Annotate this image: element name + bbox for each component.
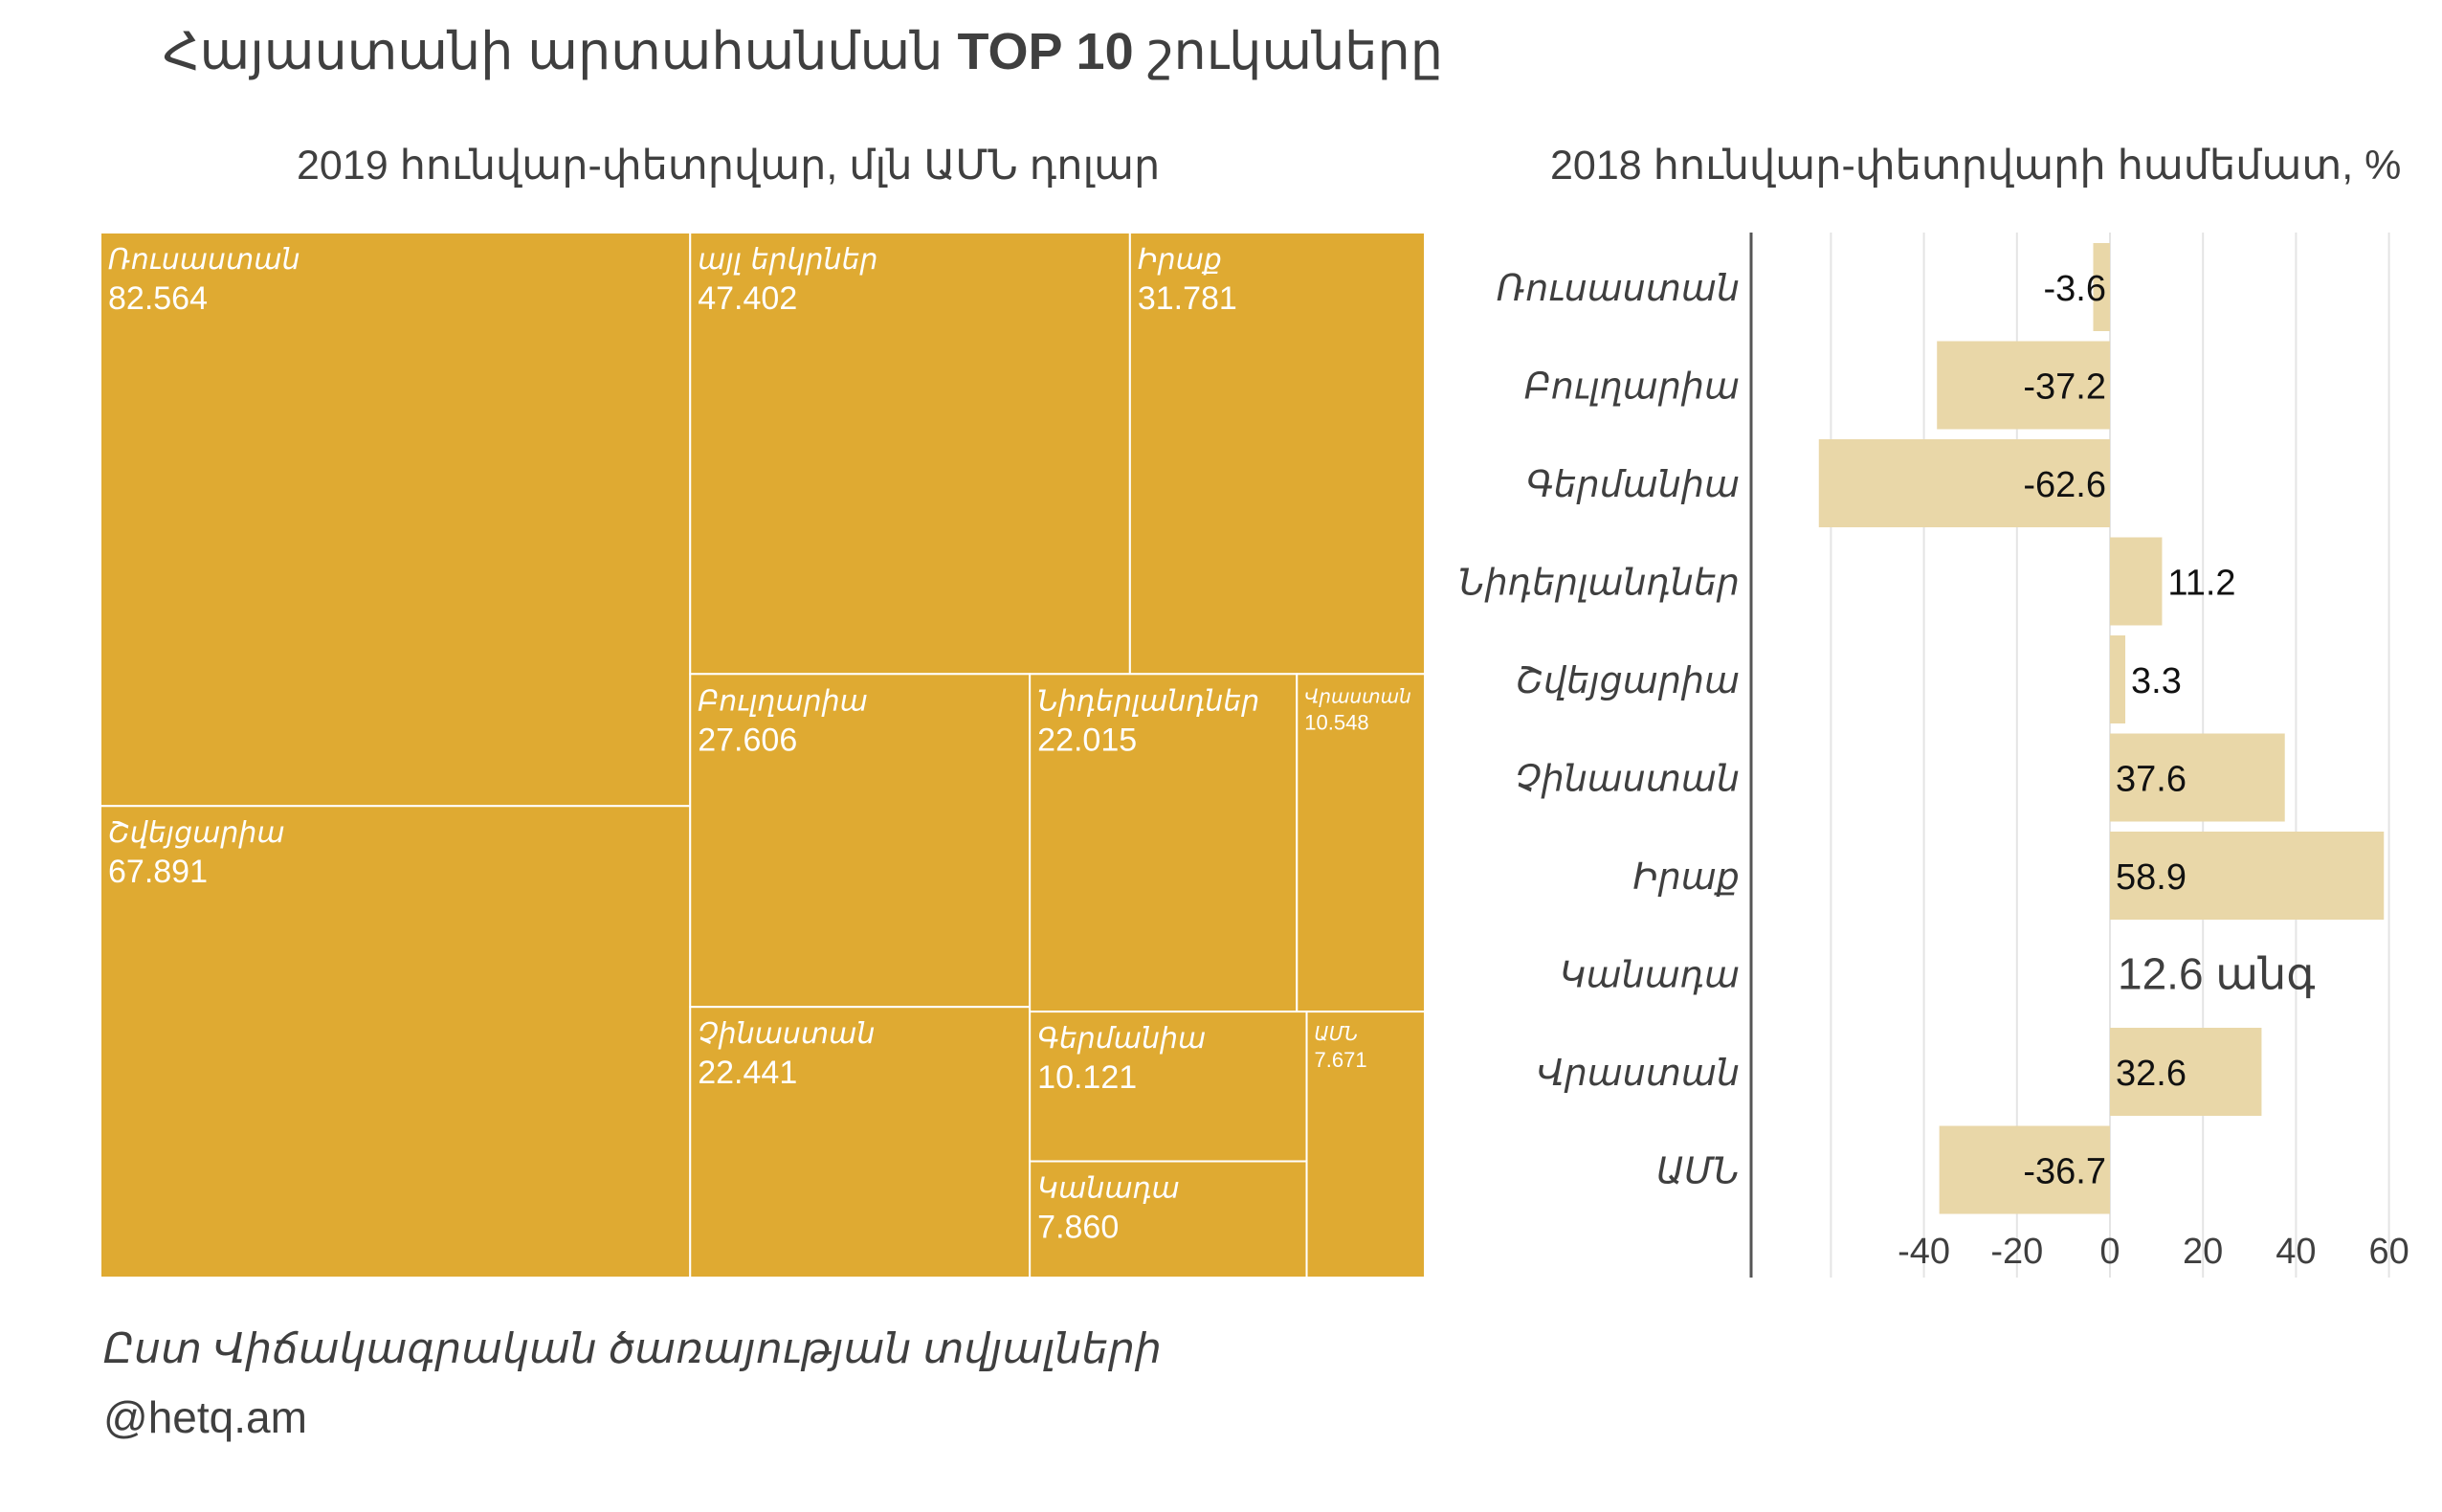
treemap-rect bbox=[689, 673, 1032, 1009]
bar-row-5: Չինաստան 37.6 bbox=[1516, 733, 2285, 822]
bar-chart-subtitle: 2018 հունվար-փետրվարի համեմատ, % bbox=[1550, 143, 2402, 189]
treemap-value: 22.015 bbox=[1037, 722, 1137, 758]
treemap-cell-9: Կանադա 7.860 bbox=[1029, 1160, 1308, 1279]
treemap-label: Վրաստան bbox=[1304, 684, 1411, 707]
value-label: 11.2 bbox=[2167, 564, 2235, 604]
treemap-subtitle: 2019 հունվար-փետրվար, մլն ԱՄՆ դոլար bbox=[297, 143, 1161, 189]
bar bbox=[1937, 341, 2110, 430]
value-label: 37.6 bbox=[2116, 760, 2187, 800]
treemap-rect bbox=[1128, 232, 1426, 676]
bar bbox=[2110, 537, 2163, 626]
treemap-value: 10.548 bbox=[1304, 710, 1368, 734]
treemap-cell-6: Նիդերլանդներ 22.015 bbox=[1029, 673, 1299, 1013]
bar bbox=[2110, 635, 2126, 723]
special-value-label: 12.6 անգ bbox=[2118, 949, 2316, 999]
title-prefix: Հայաստանի արտահանման bbox=[163, 23, 944, 80]
treemap-value: 22.441 bbox=[698, 1055, 797, 1091]
treemap-label: Գերմանիա bbox=[1037, 1022, 1206, 1056]
treemap-rect bbox=[1029, 1011, 1308, 1163]
x-tick-label: 60 bbox=[2368, 1232, 2409, 1272]
treemap-label: Կանադա bbox=[1037, 1172, 1180, 1206]
bar-row-9: ԱՄՆ -36.7 bbox=[1656, 1125, 2110, 1214]
x-tick-label: 0 bbox=[2099, 1232, 2120, 1272]
category-label: Նիդերլանդներ bbox=[1458, 562, 1740, 604]
x-tick-label: 20 bbox=[2183, 1232, 2223, 1272]
treemap-label: Նիդերլանդներ bbox=[1037, 684, 1259, 718]
treemap-rect bbox=[1305, 1011, 1426, 1279]
treemap-value: 82.564 bbox=[108, 280, 208, 317]
treemap-cell-1: Շվեյցարիա 67.891 bbox=[100, 805, 692, 1279]
bar bbox=[1939, 1125, 2110, 1214]
category-label: Վրաստան bbox=[1537, 1052, 1740, 1094]
treemap-rect bbox=[1296, 673, 1426, 1013]
value-label: 58.9 bbox=[2116, 857, 2187, 898]
treemap-cell-10: ԱՄՆ 7.671 bbox=[1305, 1011, 1426, 1279]
treemap-rect bbox=[100, 232, 692, 808]
category-label: Իրաք bbox=[1632, 856, 1740, 898]
treemap-value: 67.891 bbox=[108, 854, 208, 890]
treemap-value: 47.402 bbox=[698, 280, 797, 317]
value-label: 32.6 bbox=[2116, 1054, 2187, 1094]
bar-row-8: Վրաստան 32.6 bbox=[1537, 1028, 2262, 1116]
bar-row-7: Կանադա 12.6 անգ bbox=[1560, 949, 2316, 999]
treemap-rect bbox=[689, 232, 1131, 676]
value-label: -36.7 bbox=[2023, 1152, 2106, 1192]
category-label: Գերմանիա bbox=[1526, 463, 1740, 505]
bar-row-2: Գերմանիա -62.6 bbox=[1526, 439, 2110, 527]
treemap-label: Բուլղարիա bbox=[698, 684, 868, 718]
category-label: Կանադա bbox=[1560, 954, 1740, 996]
x-tick-label: -40 bbox=[1898, 1232, 1950, 1272]
value-label: 3.3 bbox=[2131, 661, 2182, 701]
treemap-value: 27.606 bbox=[698, 722, 797, 758]
value-label: -62.6 bbox=[2023, 465, 2106, 505]
bar bbox=[2110, 733, 2285, 822]
bar bbox=[1818, 439, 2110, 527]
treemap-label: ԱՄՆ bbox=[1315, 1022, 1359, 1045]
x-tick-label: 40 bbox=[2276, 1232, 2316, 1272]
treemap-label: Ռուսաստան bbox=[108, 243, 300, 277]
bar-row-1: Բուլղարիա -37.2 bbox=[1524, 341, 2110, 430]
category-label: Բուլղարիա bbox=[1524, 366, 1740, 408]
title-bold-part: TOP 10 bbox=[957, 23, 1134, 80]
bar-row-6: Իրաք 58.9 bbox=[1632, 832, 2385, 920]
treemap-value: 31.781 bbox=[1138, 280, 1237, 317]
bar bbox=[2093, 243, 2110, 331]
x-tick-label: -20 bbox=[1990, 1232, 2043, 1272]
category-label: Շվեյցարիա bbox=[1516, 659, 1740, 701]
treemap-value: 10.121 bbox=[1037, 1059, 1137, 1096]
treemap-rect bbox=[100, 805, 692, 1279]
treemap-label: Չինաստան bbox=[698, 1017, 875, 1051]
page-title: Հայաստանի արտահանման TOP 10 շուկաները bbox=[163, 21, 1443, 81]
treemap-label: Իրաք bbox=[1138, 243, 1222, 277]
treemap-rect bbox=[1029, 673, 1299, 1013]
category-label: Ռուսաստան bbox=[1497, 267, 1740, 309]
bar-row-4: Շվեյցարիա 3.3 bbox=[1516, 635, 2182, 723]
bar-row-0: Ռուսաստան -3.6 bbox=[1497, 243, 2110, 331]
bar bbox=[2110, 1028, 2262, 1116]
bar bbox=[2110, 832, 2385, 920]
source-note: Ըստ Վիճակագրական ծառայության տվյալների bbox=[103, 1325, 1162, 1372]
treemap-label: Շվեյցարիա bbox=[108, 816, 285, 850]
value-label: -3.6 bbox=[2044, 269, 2106, 309]
credit-link[interactable]: @hetq.am bbox=[103, 1392, 307, 1442]
treemap-cell-7: Վրաստան 10.548 bbox=[1296, 673, 1426, 1013]
title-suffix: շուկաները bbox=[1147, 23, 1443, 80]
category-label: Չինաստան bbox=[1516, 758, 1740, 800]
category-label: ԱՄՆ bbox=[1656, 1150, 1740, 1192]
treemap-value: 7.860 bbox=[1037, 1210, 1119, 1246]
treemap-value: 7.671 bbox=[1315, 1048, 1367, 1072]
treemap-rect bbox=[1029, 1160, 1308, 1279]
bar-row-3: Նիդերլանդներ 11.2 bbox=[1458, 537, 2236, 626]
treemap-label: այլ երկրներ bbox=[698, 243, 877, 277]
value-label: -37.2 bbox=[2023, 367, 2106, 408]
treemap-cell-4: Բուլղարիա 27.606 bbox=[689, 673, 1032, 1009]
